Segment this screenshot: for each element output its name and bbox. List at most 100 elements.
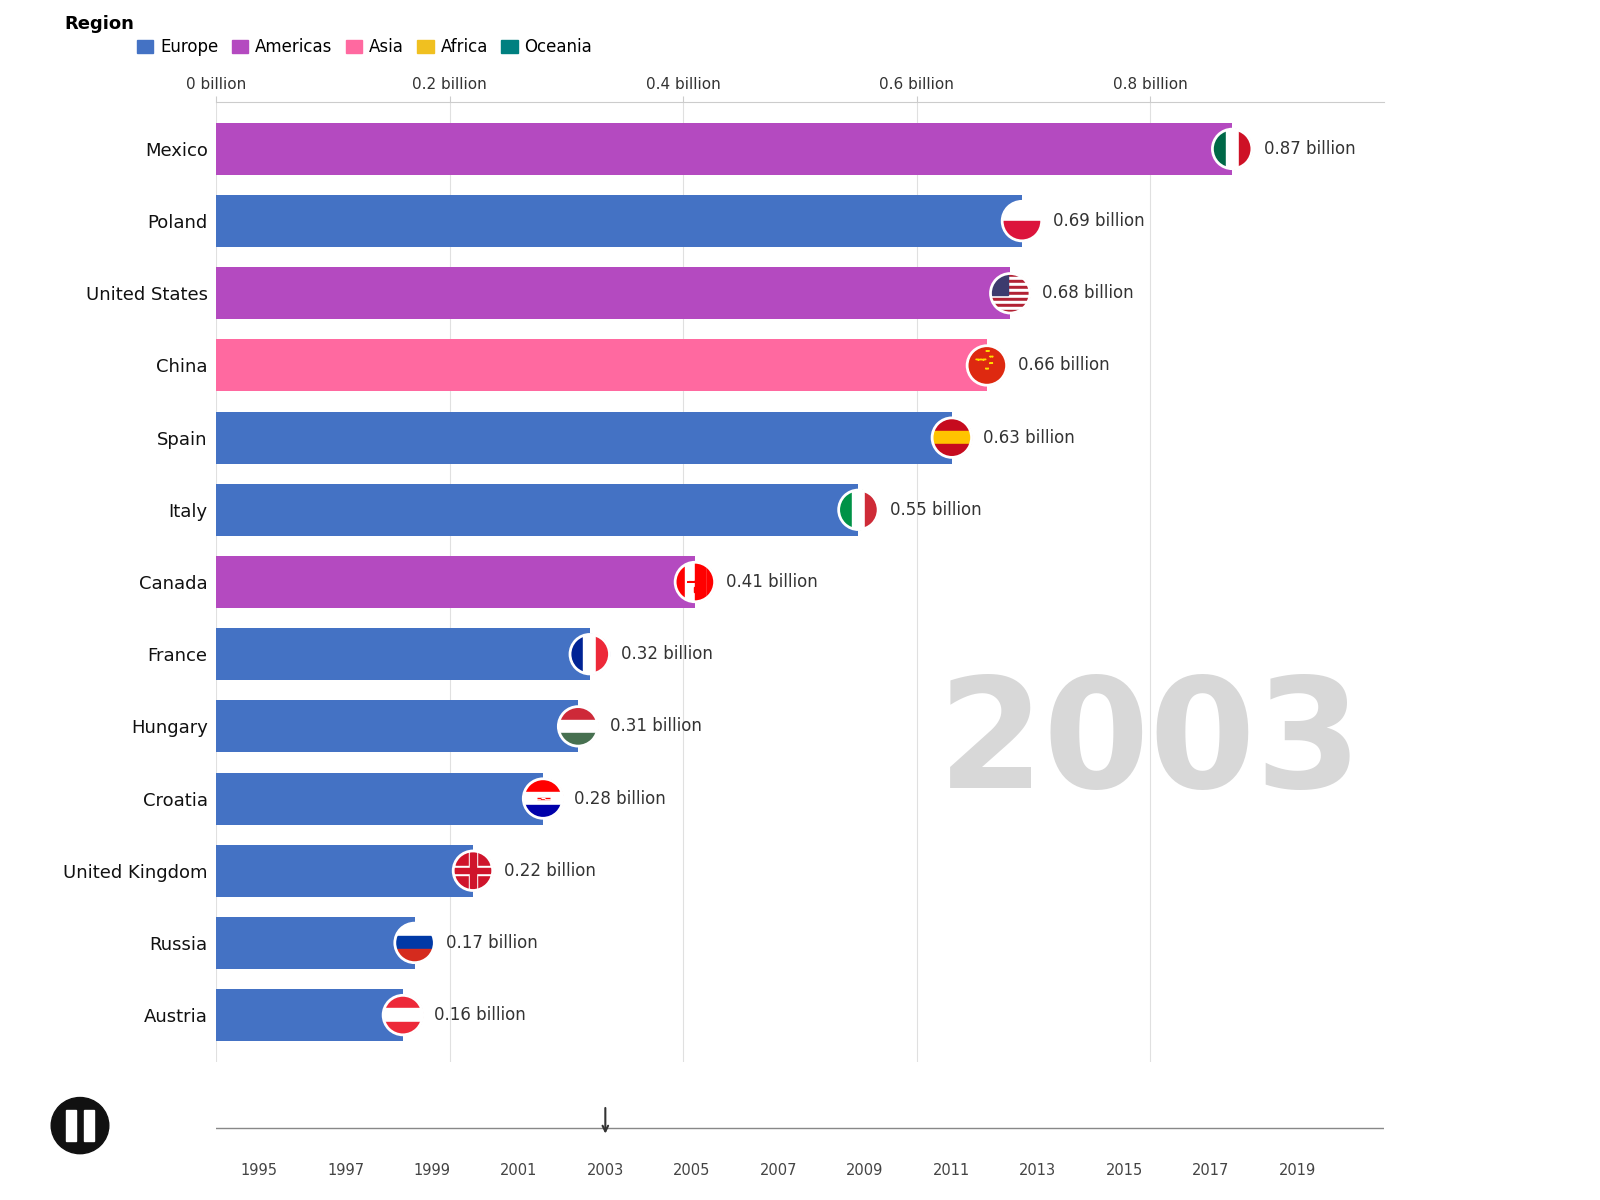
Text: 0.28 billion: 0.28 billion — [574, 790, 666, 808]
Bar — [675, 563, 685, 601]
Text: 0.68 billion: 0.68 billion — [1042, 284, 1133, 302]
Bar — [851, 490, 866, 529]
Bar — [216, 340, 987, 391]
Ellipse shape — [558, 707, 598, 746]
Bar — [990, 274, 1008, 295]
Bar — [470, 851, 475, 890]
Ellipse shape — [1002, 202, 1042, 241]
Bar — [216, 845, 474, 896]
Bar — [216, 196, 1022, 247]
Bar — [933, 431, 971, 444]
Ellipse shape — [966, 346, 1006, 385]
Text: 0.63 billion: 0.63 billion — [984, 428, 1075, 446]
Bar — [866, 490, 878, 529]
Ellipse shape — [382, 995, 422, 1034]
Ellipse shape — [453, 851, 493, 890]
Bar — [216, 701, 578, 752]
Bar — [990, 280, 1030, 283]
Bar — [523, 805, 563, 818]
Bar — [523, 792, 563, 805]
Bar — [990, 310, 1030, 313]
Bar — [216, 628, 590, 680]
Bar — [216, 989, 403, 1042]
Bar — [469, 851, 477, 890]
Bar — [216, 268, 1010, 319]
Ellipse shape — [838, 490, 878, 529]
Bar — [216, 556, 694, 608]
Polygon shape — [437, 851, 509, 890]
Bar — [523, 779, 563, 792]
Bar — [453, 851, 493, 890]
Ellipse shape — [966, 346, 1006, 385]
Ellipse shape — [570, 635, 610, 674]
Text: 2003: 2003 — [938, 671, 1363, 820]
Bar — [395, 923, 434, 936]
Bar — [382, 1021, 422, 1034]
Bar — [1238, 130, 1251, 169]
Bar — [990, 307, 1030, 310]
Bar — [990, 304, 1030, 307]
Ellipse shape — [675, 563, 715, 601]
Text: 0.22 billion: 0.22 billion — [504, 862, 597, 880]
Bar — [382, 995, 422, 1008]
Bar — [990, 283, 1030, 286]
Bar — [216, 773, 542, 824]
Bar — [990, 301, 1030, 304]
Ellipse shape — [990, 274, 1030, 313]
Polygon shape — [453, 851, 493, 890]
Text: 0.69 billion: 0.69 billion — [1053, 212, 1146, 230]
Text: 0.16 billion: 0.16 billion — [434, 1006, 526, 1024]
Bar — [990, 295, 1030, 298]
Bar — [216, 484, 859, 536]
Bar — [990, 298, 1030, 301]
Bar — [990, 292, 1030, 295]
Bar — [933, 444, 971, 457]
Bar — [395, 936, 434, 949]
Bar — [558, 707, 598, 720]
Bar — [990, 289, 1030, 292]
Text: 0.66 billion: 0.66 billion — [1018, 356, 1110, 374]
Bar — [838, 490, 851, 529]
Text: 0.87 billion: 0.87 billion — [1264, 140, 1355, 158]
Circle shape — [51, 1098, 109, 1153]
Bar — [558, 733, 598, 746]
Bar — [83, 1110, 94, 1141]
Ellipse shape — [395, 923, 434, 962]
Ellipse shape — [838, 490, 878, 529]
Ellipse shape — [453, 851, 493, 890]
Ellipse shape — [966, 346, 1006, 385]
Ellipse shape — [523, 779, 563, 818]
Ellipse shape — [933, 418, 971, 457]
Bar — [216, 412, 952, 463]
Text: 0.31 billion: 0.31 billion — [610, 718, 701, 736]
Bar — [1002, 202, 1042, 221]
Bar — [694, 563, 704, 601]
Ellipse shape — [1002, 202, 1042, 241]
Ellipse shape — [382, 995, 422, 1034]
Bar — [1213, 130, 1226, 169]
Ellipse shape — [395, 923, 434, 962]
Bar — [582, 635, 597, 674]
Bar — [597, 635, 610, 674]
Bar — [395, 949, 434, 962]
Bar — [1226, 130, 1238, 169]
Bar — [216, 917, 414, 968]
Text: 0.41 billion: 0.41 billion — [726, 572, 818, 590]
Polygon shape — [453, 851, 493, 890]
Bar — [453, 868, 493, 874]
Bar — [216, 122, 1232, 175]
Text: Region: Region — [64, 14, 134, 32]
Ellipse shape — [1213, 130, 1251, 169]
Legend: Europe, Americas, Asia, Africa, Oceania: Europe, Americas, Asia, Africa, Oceania — [136, 38, 592, 56]
Bar — [685, 563, 704, 601]
Ellipse shape — [990, 274, 1030, 313]
Polygon shape — [437, 851, 509, 890]
Bar — [933, 418, 971, 431]
Bar — [66, 1110, 77, 1141]
Bar — [990, 274, 1030, 276]
Text: 0.55 billion: 0.55 billion — [890, 500, 981, 518]
Text: 0.32 billion: 0.32 billion — [621, 646, 714, 664]
Bar — [1002, 221, 1042, 241]
Ellipse shape — [1213, 130, 1251, 169]
Ellipse shape — [570, 635, 610, 674]
